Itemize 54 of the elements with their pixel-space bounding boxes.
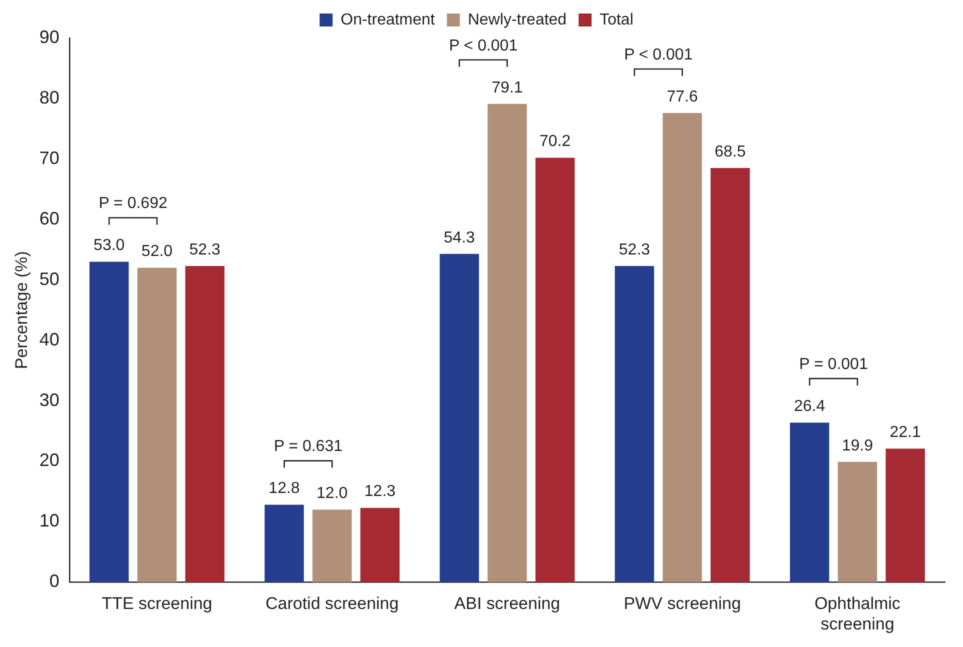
- data-label: 12.0: [316, 485, 348, 502]
- annotation: P = 0.692: [98, 195, 168, 212]
- legend-label: Total: [600, 11, 634, 28]
- y-tick-label: 20: [39, 450, 60, 470]
- y-tick-label: 40: [39, 329, 60, 350]
- annotation: P = 0.001: [799, 356, 868, 373]
- data-label: 68.5: [714, 143, 746, 160]
- data-label: 22.1: [890, 424, 921, 441]
- data-label: 79.1: [492, 79, 523, 96]
- bar: [264, 504, 304, 582]
- bar: [312, 510, 352, 582]
- data-label: 52.0: [141, 243, 173, 260]
- y-tick-label: 30: [39, 390, 60, 410]
- legend-label: On-treatment: [340, 11, 436, 28]
- y-tick-label: 80: [39, 87, 60, 108]
- data-label: 54.3: [444, 229, 476, 246]
- data-label: 70.2: [540, 133, 571, 150]
- data-label: 53.0: [94, 237, 125, 254]
- bar: [838, 462, 878, 582]
- bar: [710, 168, 750, 582]
- x-tick-label: PWV screening: [624, 594, 741, 614]
- y-tick-label: 0: [49, 571, 60, 592]
- annotation: P < 0.001: [624, 46, 693, 64]
- legend-label: Newly-treated: [468, 11, 567, 28]
- y-axis-title: Percentage (%): [12, 251, 31, 370]
- bar: [790, 422, 830, 582]
- bar: [185, 266, 224, 582]
- annotation: P = 0.631: [274, 438, 343, 456]
- data-label: 52.3: [618, 241, 650, 258]
- bar: [137, 268, 177, 582]
- bar: [886, 448, 925, 582]
- data-label: 26.4: [794, 398, 826, 415]
- data-label: 19.9: [842, 437, 874, 454]
- annotation: P < 0.001: [448, 37, 518, 54]
- x-tick-label: Carotid screening: [265, 594, 399, 614]
- bar: [662, 112, 702, 582]
- y-tick-label: 10: [39, 510, 60, 531]
- bar: [360, 508, 400, 582]
- x-tick-label: Ophthalmic screening: [814, 594, 901, 634]
- x-tick-label: ABI screening: [454, 594, 560, 614]
- bar: [535, 158, 575, 582]
- data-label: 12.3: [364, 483, 396, 500]
- y-tick-label: 60: [39, 208, 60, 228]
- data-label: 12.8: [268, 480, 300, 498]
- x-tick-label: TTE screening: [102, 594, 212, 614]
- bar: [614, 266, 654, 582]
- y-tick-label: 90: [39, 26, 60, 47]
- bar: [440, 254, 479, 582]
- y-tick-label: 50: [39, 268, 60, 289]
- y-tick-label: 70: [39, 148, 60, 168]
- data-label: 77.6: [666, 88, 698, 106]
- data-label: 52.3: [189, 241, 221, 258]
- bar: [89, 262, 129, 582]
- bar: [488, 104, 527, 582]
